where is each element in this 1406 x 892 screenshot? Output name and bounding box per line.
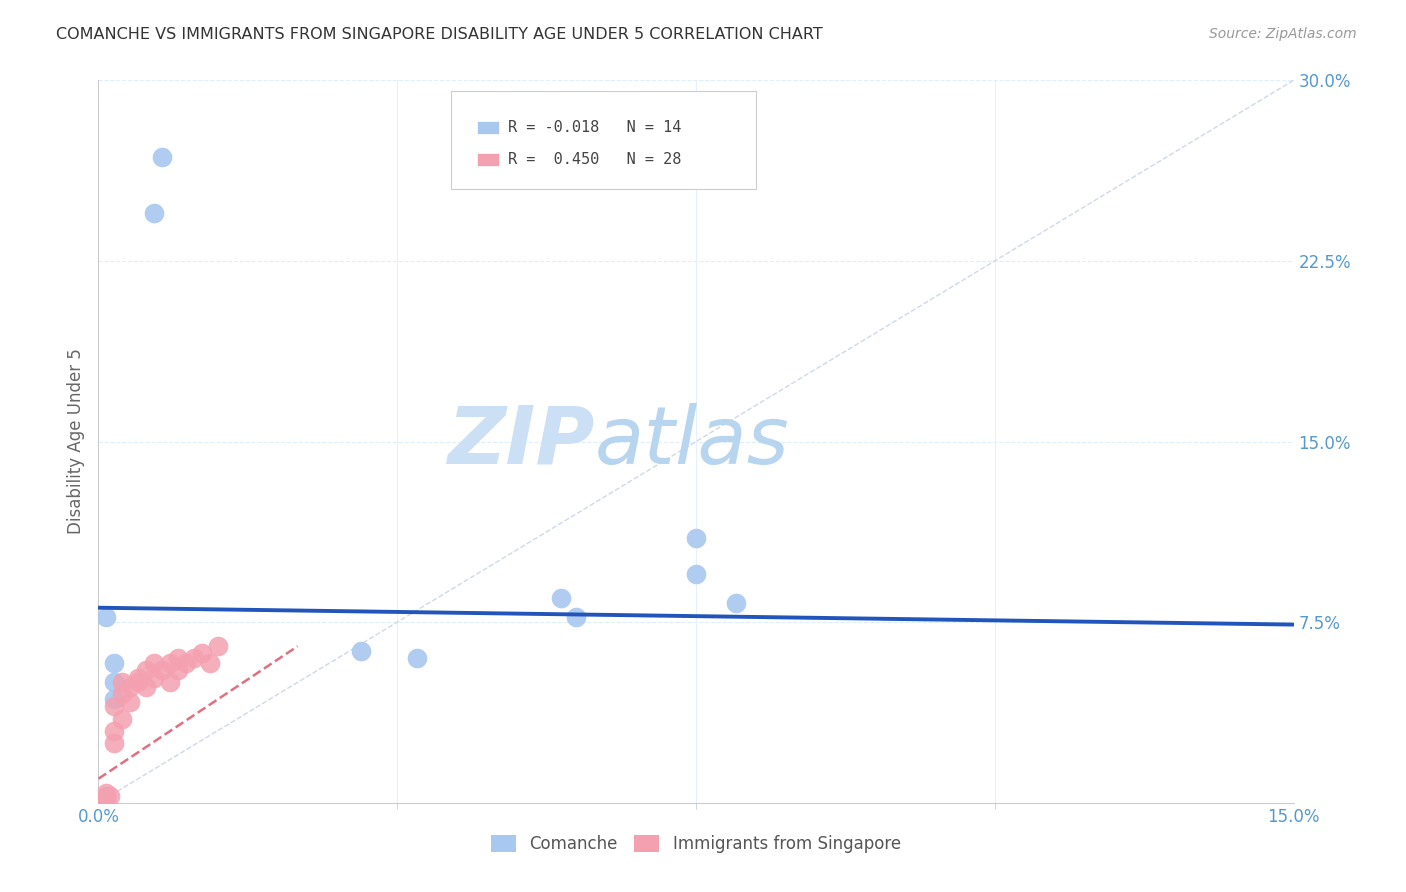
Point (103, 692, 125, 706)
Point (111, 687, 134, 701)
Point (150, 150, 173, 164)
Point (143, 671, 166, 685)
FancyBboxPatch shape (477, 120, 499, 134)
Point (103, 735, 125, 749)
Point (565, 610, 588, 624)
Point (167, 664, 190, 678)
Legend: Comanche, Immigrants from Singapore: Comanche, Immigrants from Singapore (485, 828, 907, 860)
Point (120, 695, 142, 709)
Point (135, 664, 157, 678)
FancyBboxPatch shape (451, 91, 756, 189)
Text: atlas: atlas (595, 402, 789, 481)
Text: ZIP: ZIP (447, 402, 595, 481)
Point (96, 610, 118, 624)
Point (550, 591, 572, 605)
Point (103, 656, 125, 670)
Point (127, 675, 149, 690)
Point (96, 786, 118, 800)
Point (167, 651, 190, 665)
Point (150, 664, 173, 678)
Point (103, 699, 125, 714)
Text: R =  0.450   N = 28: R = 0.450 N = 28 (509, 153, 682, 168)
Point (685, 567, 707, 582)
Point (191, 647, 214, 661)
Point (143, 656, 166, 670)
Y-axis label: Disability Age Under 5: Disability Age Under 5 (66, 349, 84, 534)
Point (103, 723, 125, 738)
Point (685, 531, 707, 545)
Point (207, 639, 229, 653)
Point (198, 656, 221, 670)
Point (350, 644, 373, 658)
Point (724, 596, 747, 610)
Text: R = -0.018   N = 14: R = -0.018 N = 14 (509, 120, 682, 135)
Point (127, 671, 149, 685)
Point (103, 675, 125, 690)
Point (96, 791, 118, 805)
Point (98, 789, 122, 803)
Point (120, 680, 142, 694)
Text: COMANCHE VS IMMIGRANTS FROM SINGAPORE DISABILITY AGE UNDER 5 CORRELATION CHART: COMANCHE VS IMMIGRANTS FROM SINGAPORE DI… (56, 27, 823, 42)
Point (406, 651, 429, 665)
Point (111, 675, 134, 690)
Point (91, 793, 114, 807)
Point (159, 675, 181, 690)
Point (183, 651, 205, 665)
Point (143, 205, 166, 219)
Point (135, 680, 157, 694)
Point (96, 789, 118, 803)
Point (111, 712, 134, 726)
FancyBboxPatch shape (477, 153, 499, 166)
Text: Source: ZipAtlas.com: Source: ZipAtlas.com (1209, 27, 1357, 41)
Point (159, 656, 181, 670)
Point (174, 656, 197, 670)
